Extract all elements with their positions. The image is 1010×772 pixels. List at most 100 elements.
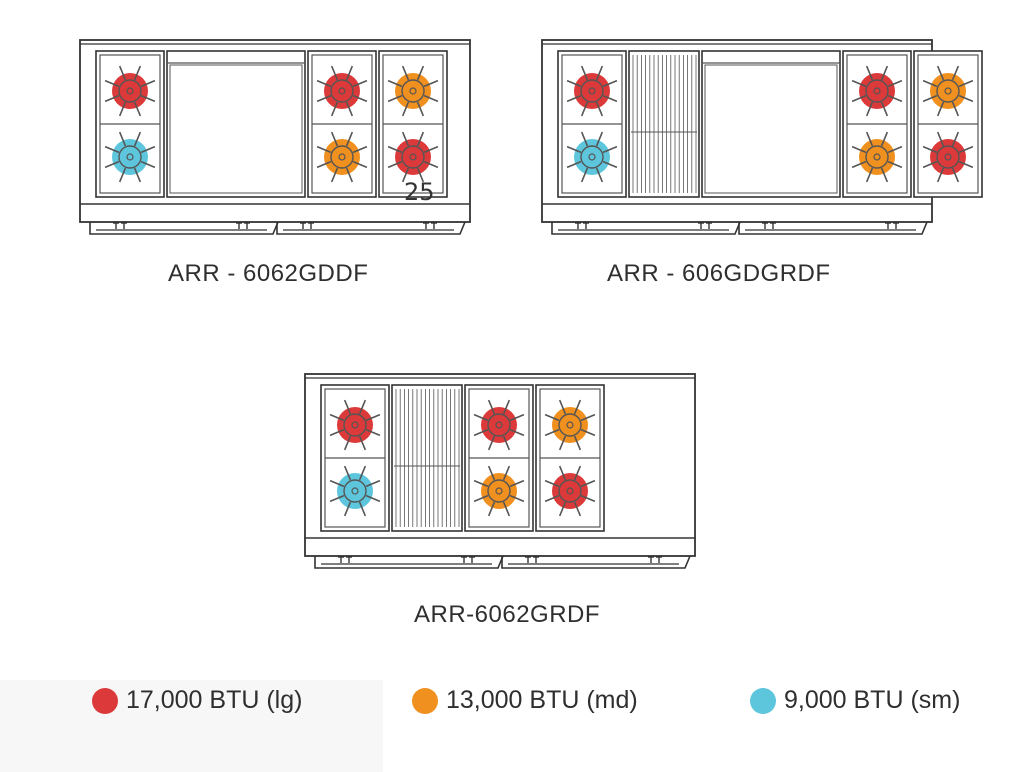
burner-cap — [330, 145, 354, 169]
grill-section — [391, 384, 463, 532]
grate-finger — [316, 94, 332, 103]
grate-finger — [416, 131, 425, 147]
legend-item-small: 9,000 BTU (sm) — [750, 686, 960, 715]
grate-finger — [352, 94, 368, 103]
grate-finger — [416, 65, 425, 81]
oven-door-2 — [501, 555, 691, 569]
burner-cap — [118, 145, 142, 169]
grate-finger — [502, 435, 511, 451]
grate-finger — [358, 435, 367, 451]
grate-finger — [358, 501, 367, 517]
grate-finger — [958, 160, 974, 169]
grate-finger — [330, 131, 339, 147]
grate-finger — [502, 399, 511, 415]
medium-burner-flame — [324, 139, 360, 175]
grate-finger — [580, 494, 596, 503]
grate-finger — [133, 101, 142, 117]
grate-finger — [329, 479, 345, 488]
grate-finger — [887, 160, 903, 169]
grate-finger — [544, 428, 560, 437]
grate-finger — [602, 160, 618, 169]
grate-finger — [329, 494, 345, 503]
burner-center — [588, 87, 596, 95]
burner-cap — [936, 79, 960, 103]
burner-center — [495, 421, 503, 429]
grate-finger — [509, 479, 525, 488]
grate-finger — [887, 145, 903, 154]
medium-burner-dot — [412, 687, 438, 714]
burner-cap — [865, 145, 889, 169]
grate-finger — [118, 131, 127, 147]
large-burner-flame — [481, 407, 517, 443]
grate-finger — [595, 131, 604, 147]
grate-finger — [922, 145, 938, 154]
burner-top-3 — [544, 399, 596, 451]
burner-cap — [487, 413, 511, 437]
grate-finger — [423, 94, 439, 103]
burner-cap — [343, 413, 367, 437]
grate-finger — [580, 479, 596, 488]
range-diagram-2 — [541, 39, 983, 240]
burner-center — [944, 153, 952, 161]
large-burner-flame — [930, 139, 966, 175]
grate-finger — [880, 101, 889, 117]
burner-top-0 — [329, 399, 381, 451]
burner-center — [566, 487, 574, 495]
legend-item-large: 17,000 BTU (lg) — [92, 686, 302, 715]
grate-finger — [573, 435, 582, 451]
grate-finger — [316, 145, 332, 154]
grate-finger — [573, 465, 582, 481]
grate-finger — [922, 94, 938, 103]
legend-label-large: 17,000 BTU (lg) — [126, 686, 303, 714]
grate-finger — [958, 79, 974, 88]
grate-finger — [140, 94, 156, 103]
range-diagram-1: 25 — [79, 39, 471, 240]
burner-bottom-0 — [104, 131, 156, 183]
grate-finger — [558, 435, 567, 451]
grate-finger — [330, 65, 339, 81]
burner-cap — [401, 145, 425, 169]
griddle-section — [166, 50, 306, 198]
burner-bottom-2 — [316, 131, 368, 183]
grate-finger — [566, 145, 582, 154]
grate-finger — [316, 79, 332, 88]
model-label-1: ARR - 6062GDDF — [168, 260, 369, 287]
grate-finger — [566, 94, 582, 103]
range-1-drawing: 25 — [79, 39, 471, 235]
medium-burner-flame — [552, 407, 588, 443]
grate-finger — [502, 465, 511, 481]
burner-center — [409, 87, 417, 95]
large-burner-flame — [337, 407, 373, 443]
background-panel — [0, 680, 383, 772]
grate-finger — [140, 145, 156, 154]
grate-finger — [502, 501, 511, 517]
grate-finger — [602, 94, 618, 103]
grate-finger — [580, 131, 589, 147]
grate-finger — [343, 435, 352, 451]
grate-finger — [401, 167, 410, 183]
burner-top-0 — [566, 65, 618, 117]
burner-center — [944, 87, 952, 95]
burner-cap — [558, 413, 582, 437]
griddle-section — [701, 50, 841, 198]
grate-finger — [887, 94, 903, 103]
grate-finger — [118, 101, 127, 117]
grate-finger — [423, 79, 439, 88]
grate-finger — [958, 94, 974, 103]
griddle-plate — [704, 64, 838, 194]
grate-finger — [558, 501, 567, 517]
grate-finger — [936, 131, 945, 147]
grate-finger — [365, 479, 381, 488]
oven-door-2 — [738, 221, 928, 235]
oven-door-1 — [314, 555, 504, 569]
grate-finger — [880, 131, 889, 147]
grate-finger — [851, 94, 867, 103]
burner-center — [588, 153, 596, 161]
burner-top-4 — [922, 65, 974, 117]
burner-top-3 — [387, 65, 439, 117]
burner-top-2 — [316, 65, 368, 117]
grate-finger — [133, 131, 142, 147]
grate-finger — [140, 79, 156, 88]
grate-finger — [558, 399, 567, 415]
burner-bottom-2 — [473, 465, 525, 517]
